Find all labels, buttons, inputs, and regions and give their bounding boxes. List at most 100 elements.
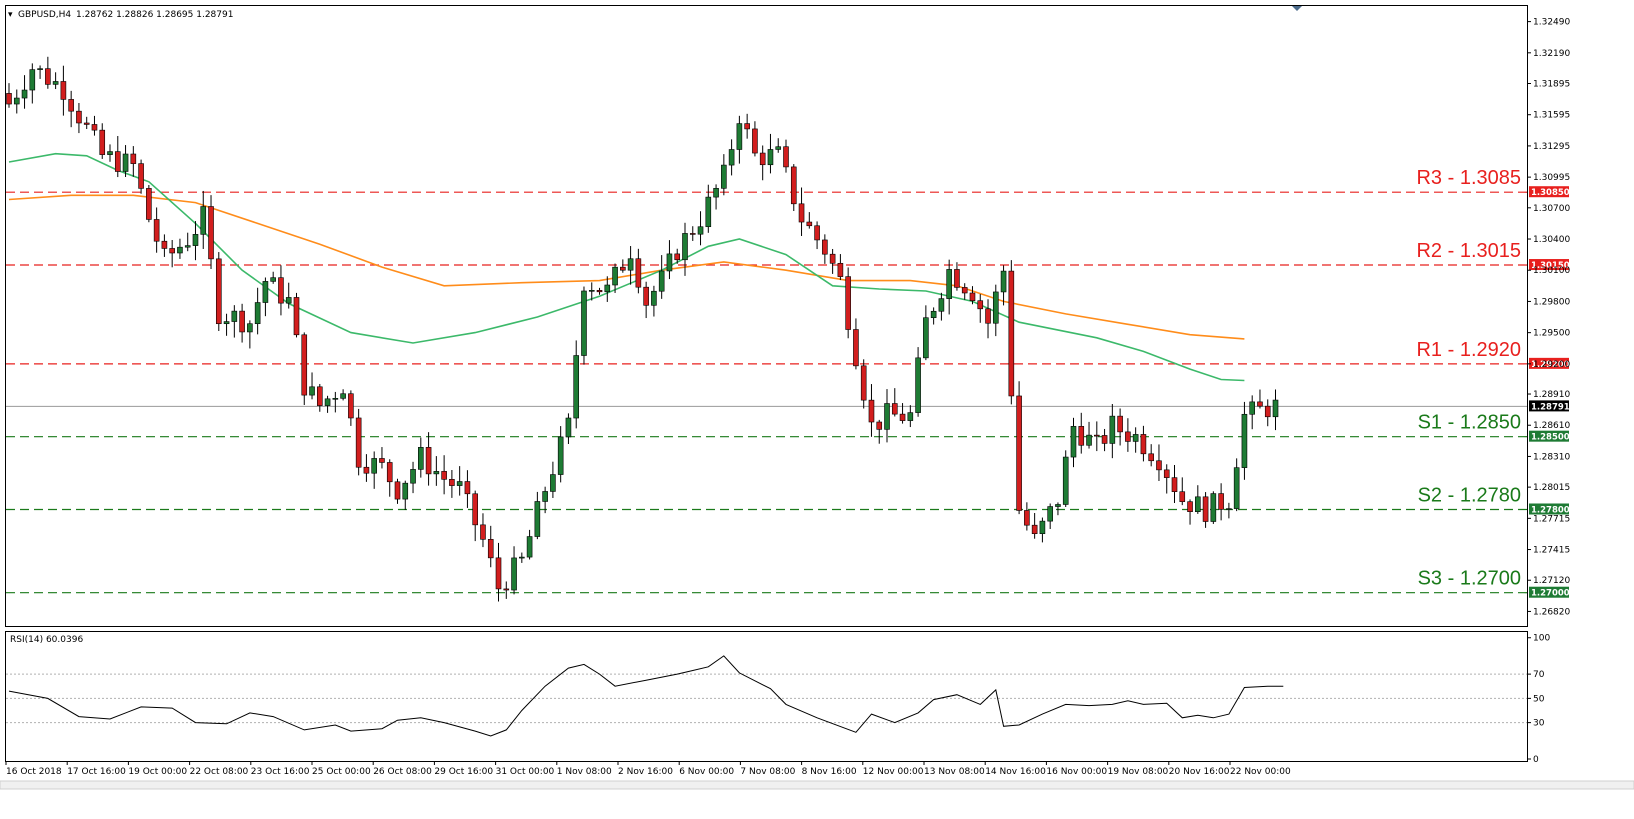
candle-bear [783,146,789,168]
current-price-box [1529,400,1569,412]
candle-bear [814,225,820,241]
candle-bear [130,153,137,164]
candle-bear [969,292,976,302]
price-tick-label: 1.27715 [1533,514,1570,524]
price-tick-label: 1.30400 [1533,235,1570,245]
candle-bull [270,277,276,282]
candle-bull [1062,456,1069,505]
price-tick-label: 1.31295 [1533,142,1570,152]
candle-bear [386,462,393,483]
current-price-label: 1.28791 [1531,402,1570,412]
candle-bear [899,413,906,421]
candle-bear [798,203,805,223]
level-price-box-label: 1.27000 [1531,589,1570,599]
candle-bear [891,403,898,415]
candle-bear [1078,426,1085,446]
candle-bull [767,149,774,166]
time-tick-label: 26 Oct 08:00 [373,767,432,777]
candle-bear [138,163,144,189]
price-tick-label: 1.30100 [1533,266,1570,276]
price-tick-label: 1.29500 [1533,329,1570,339]
candle-bear [1140,434,1147,455]
candle-bull [930,310,937,319]
level-price-box-label: 1.29200 [1531,360,1570,370]
candle-bull [177,246,183,254]
candle-bull [736,123,743,150]
candle-bear [1218,493,1224,510]
time-tick-label: 23 Oct 16:00 [251,767,310,777]
candle-bull [1070,426,1077,458]
candle-bear [1156,460,1162,471]
candle-bear [316,386,323,406]
candle-bear [99,129,106,155]
time-tick-label: 7 Nov 08:00 [740,767,795,777]
ohlc-label: 1.28762 1.28826 1.28695 1.28791 [76,10,233,20]
candle-bear [363,466,370,474]
candle-bull [915,357,921,413]
candle-bear [60,81,67,100]
symbol-label: GBPUSD,H4 [18,10,71,20]
price-tick-label: 1.27415 [1533,546,1570,556]
candle-bull [775,146,782,150]
candle-bull [254,302,261,325]
candle-bear [853,329,859,367]
rsi-tick-label: 70 [1533,670,1545,680]
candle-bear [161,240,168,249]
candle-bull [262,281,269,303]
time-tick-label: 2 Nov 16:00 [618,767,673,777]
candle-bear [449,479,455,486]
price-tick-label: 1.28610 [1533,421,1570,431]
candle-bear [1016,395,1022,511]
candle-bear [1202,496,1209,522]
candle-bear [394,481,401,500]
level-price-box [1529,357,1569,369]
candle-bear [215,258,222,325]
candle-bear [301,334,308,396]
candle-bull [1109,415,1116,444]
candle-bull [1241,413,1248,468]
candle-bull [588,290,595,292]
candle-bear [961,287,968,294]
candle-bull [1132,434,1139,442]
level-label-s3: S3 - 1.2700 [1418,568,1521,590]
shift-marker-icon[interactable] [1292,6,1302,11]
rsi-panel [5,631,1528,762]
level-price-box [1529,503,1569,515]
candle-bull [309,386,315,396]
time-tick-label: 17 Oct 16:00 [67,767,126,777]
candle-bear [1171,477,1178,493]
candle-bear [114,151,121,172]
price-axis: 1.32490 1.32190 1.31895 1.31595 1.31295 1.309… [1527,18,1570,617]
price-tick-label: 1.32490 [1533,18,1570,28]
price-tick-label: 1.30995 [1533,173,1570,183]
candle-bear [822,239,828,255]
candle-bear [76,110,82,124]
candle-bull [1226,508,1232,510]
level-label-r2: R2 - 1.3015 [1416,240,1521,262]
candle-bull [223,321,230,325]
candle-bear [643,286,649,306]
candle-bear [985,308,991,324]
time-tick-label: 22 Oct 08:00 [190,767,249,777]
candle-bull [200,206,207,235]
level-price-box-label: 1.27800 [1531,505,1570,515]
time-tick-label: 31 Oct 00:00 [496,767,555,777]
candle-bull [651,290,657,306]
candle-bull [192,234,199,246]
candle-bull [29,69,36,91]
candle-bull [728,149,735,166]
candle-bull [1272,399,1279,418]
candle-bear [860,365,867,401]
candle-bull [713,188,719,198]
symbol-dropdown-arrow[interactable]: ▾ [8,10,13,20]
candle-bear [293,297,300,336]
price-tick-label: 1.28015 [1533,483,1570,493]
candle-bull [627,258,634,271]
candle-bear [83,122,90,125]
candle-bull [21,89,28,99]
level-price-box-label: 1.30150 [1531,261,1570,271]
bottom-scrollbar[interactable] [0,780,1634,790]
candle-bull [324,398,331,406]
candle-bear [503,588,510,591]
